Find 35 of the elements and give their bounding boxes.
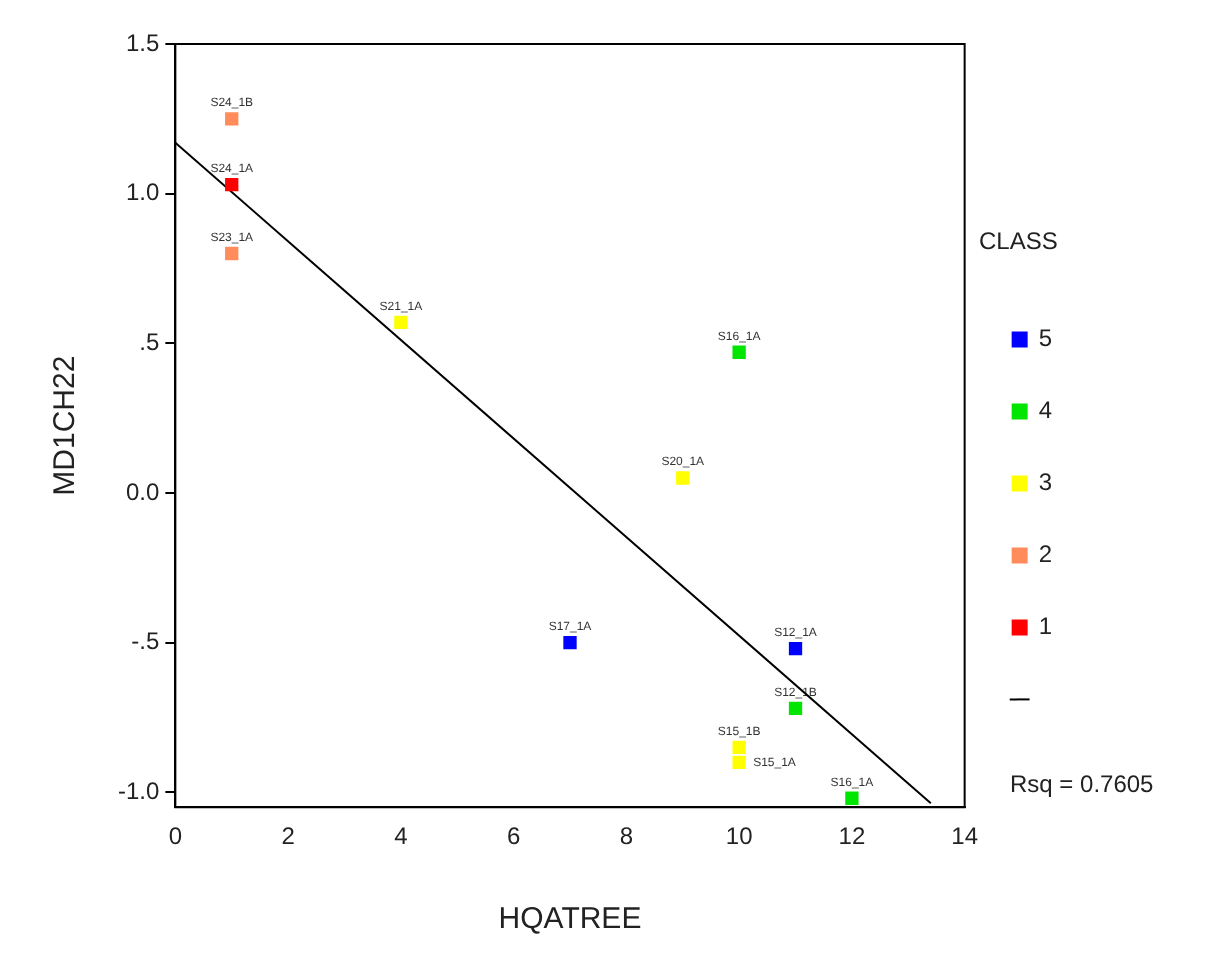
point — [732, 345, 746, 359]
text: Rsq = 0.7605 — [1010, 770, 1154, 798]
point — [788, 641, 803, 656]
point — [563, 635, 577, 650]
point — [394, 315, 408, 329]
point — [225, 246, 239, 261]
x-tick-label: 8 — [619, 822, 634, 851]
legend-label: 5 — [1038, 324, 1053, 353]
y-axis-title: MD1CH22 — [48, 355, 83, 496]
legend-label: 1 — [1038, 612, 1053, 641]
point — [732, 740, 746, 754]
point — [845, 791, 859, 805]
point — [676, 471, 690, 485]
x-tick-label: 0 — [168, 822, 183, 851]
legend-title: CLASS — [978, 227, 1058, 256]
y-tick-label: 0.0 — [125, 477, 160, 506]
x-tick-label: 10 — [725, 822, 754, 851]
point — [225, 178, 239, 192]
x-tick-label: 4 — [394, 822, 409, 851]
x-tick-label: 14 — [951, 822, 979, 851]
point — [225, 112, 239, 126]
legend-label: 4 — [1038, 396, 1053, 425]
y-tick-label: 1.5 — [125, 28, 160, 57]
point — [788, 701, 803, 716]
legend-label: 2 — [1038, 540, 1053, 569]
y-tick-label: .5 — [139, 327, 160, 356]
y-tick-label: -1.0 — [117, 776, 160, 805]
x-tick-label: 6 — [506, 822, 521, 851]
y-tick-label: -.5 — [131, 627, 160, 656]
y-tick-label: 1.0 — [125, 178, 160, 207]
x-tick-label: 12 — [838, 822, 866, 851]
point — [732, 755, 746, 769]
legend-label: 3 — [1038, 468, 1053, 497]
x-axis-title: HQATREE — [498, 902, 642, 937]
x-tick-label: 2 — [281, 822, 296, 851]
